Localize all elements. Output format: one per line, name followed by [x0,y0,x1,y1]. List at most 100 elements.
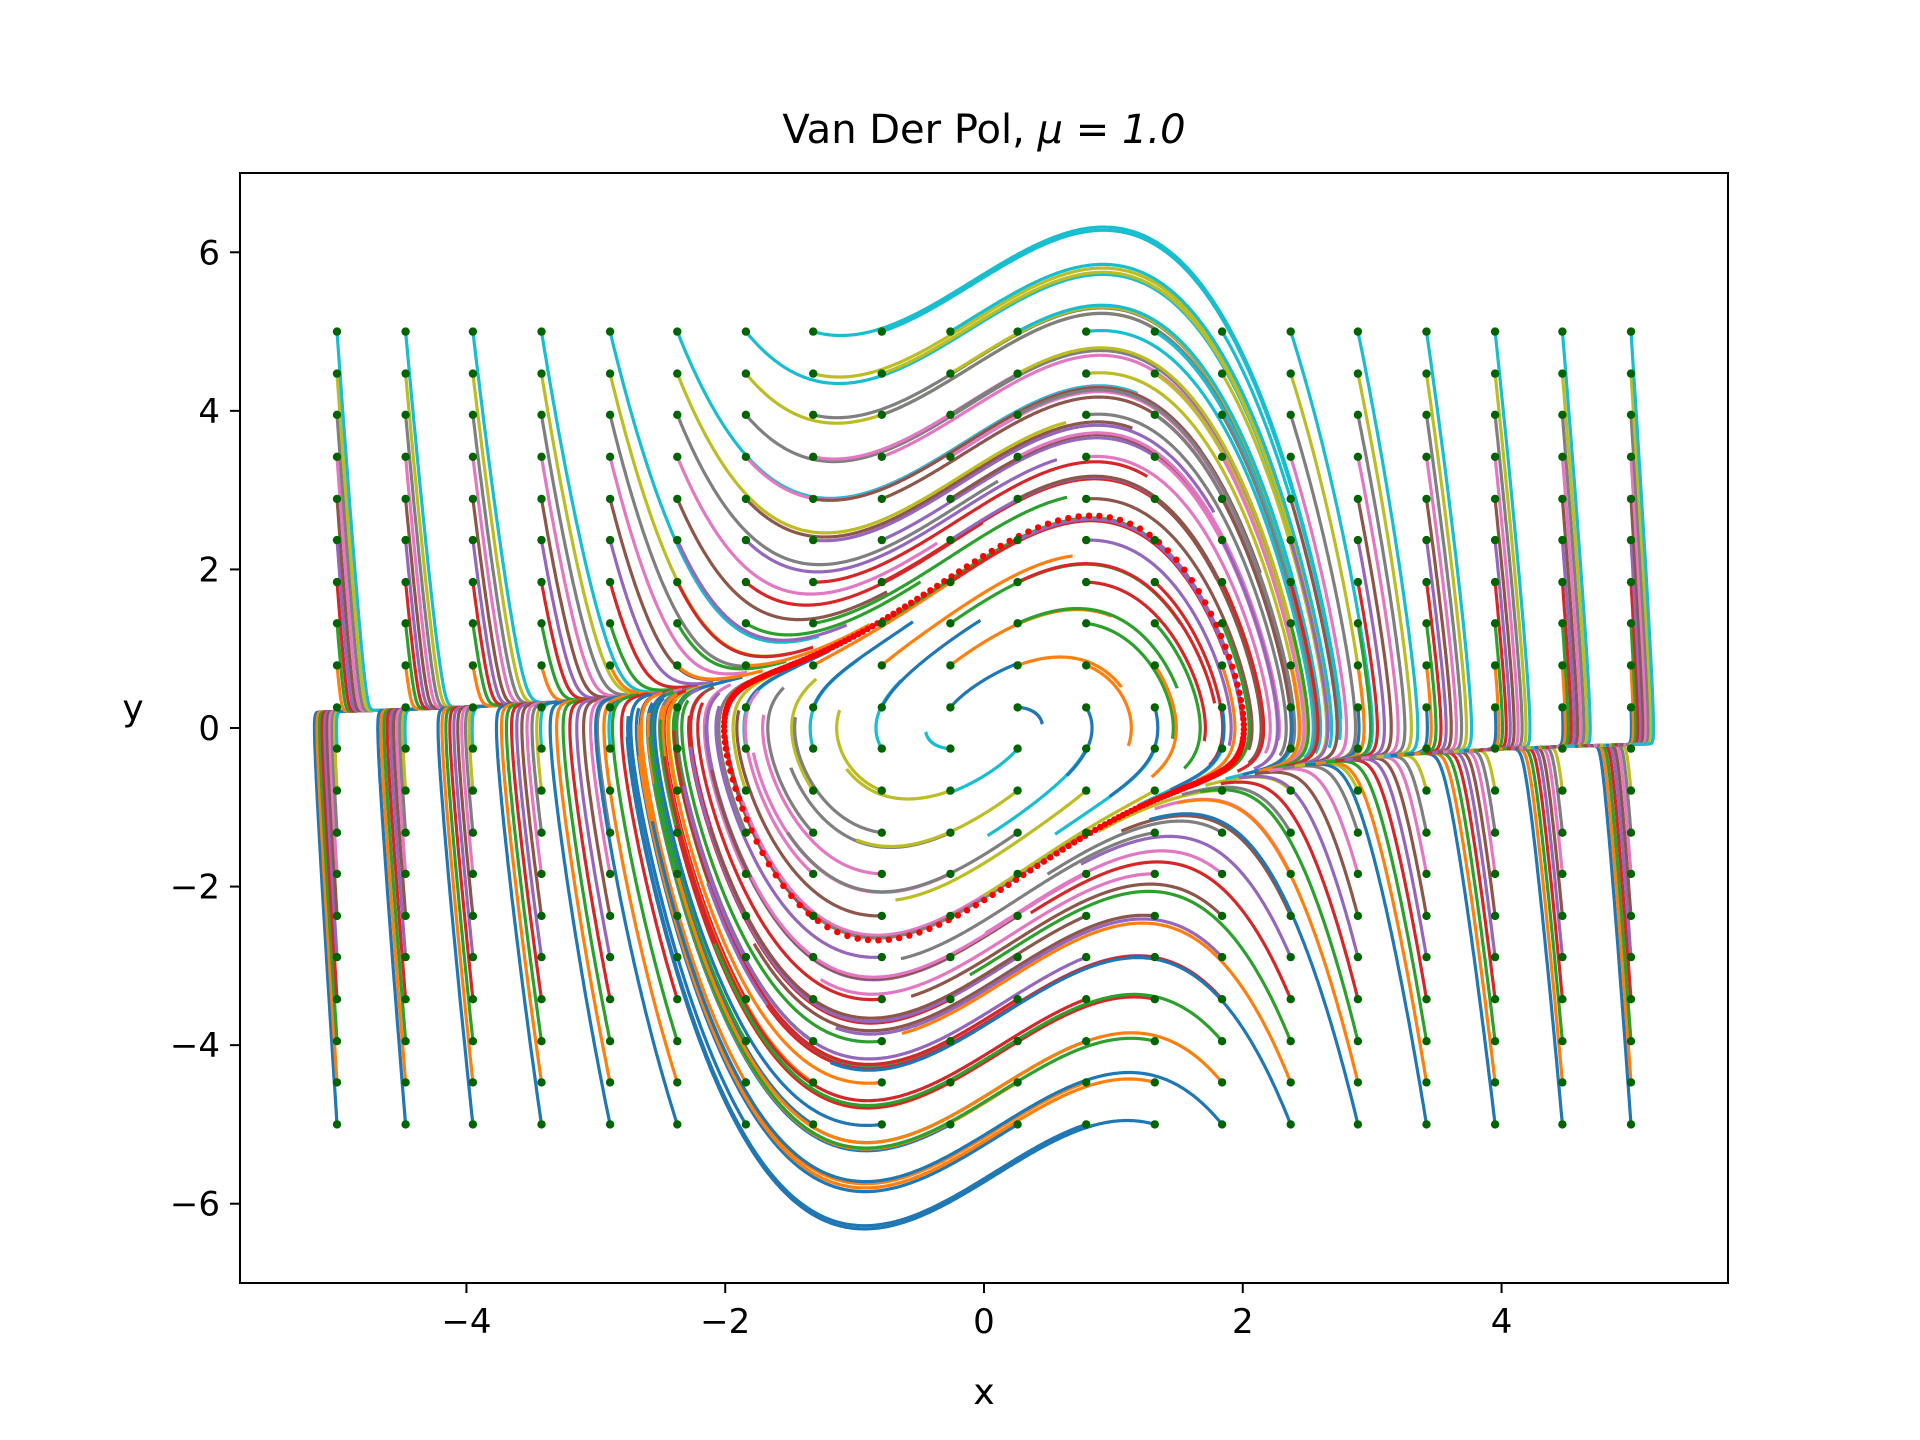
limit-cycle-point [725,759,732,767]
limit-cycle-point [1217,632,1225,640]
initial-point [332,995,342,1004]
limit-cycle-point [1202,599,1209,606]
initial-point [605,995,615,1004]
initial-point [401,369,410,378]
initial-point [1013,577,1022,587]
initial-point [332,661,342,670]
initial-point [332,703,342,712]
initial-point [1490,1037,1500,1046]
limit-cycle-point [1225,653,1233,661]
trajectory-line [949,262,1334,750]
initial-point [741,869,751,879]
initial-point [946,744,955,753]
initial-point [1150,828,1160,837]
initial-point [605,786,615,795]
limit-cycle-point [1034,862,1041,870]
initial-point [1558,369,1567,378]
initial-point [1150,952,1160,962]
trajectory-line [1629,331,1656,747]
initial-point [1626,869,1636,879]
initial-point [946,577,955,587]
initial-point [332,494,342,504]
initial-point [1490,869,1500,879]
initial-point [673,661,682,670]
limit-cycle-point [1237,696,1245,704]
limit-cycle-point [722,745,729,752]
limit-cycle-point [955,568,963,575]
trajectory-line [608,456,749,676]
initial-point [1422,327,1431,336]
initial-point [1353,327,1363,336]
limit-cycle-point [1173,556,1180,563]
initial-point [1422,786,1431,795]
trajectory-line [835,917,1224,1036]
initial-point [1286,869,1295,879]
initial-point [1286,410,1295,419]
trajectory-line [1220,581,1266,773]
initial-point [1353,535,1363,545]
limit-cycle-point [1065,842,1072,850]
initial-point [1626,410,1636,419]
initial-point [332,911,342,921]
initial-point [1082,1037,1091,1046]
trajectory-line [675,414,999,567]
trajectory-line [881,228,1342,742]
initial-point [1558,494,1567,504]
initial-point [1353,1078,1363,1087]
initial-point [1150,869,1160,879]
limit-cycle-point [1207,610,1215,617]
trajectory-line [1085,497,1254,752]
initial-point [537,619,546,628]
initial-point [1353,869,1363,879]
initial-point [1353,703,1363,712]
initial-point [877,410,886,419]
initial-point [673,327,682,336]
initial-point [1082,577,1091,587]
initial-point [741,535,751,545]
initial-point [946,1037,955,1046]
trajectory-line [629,692,748,1126]
limit-cycle-point [1085,512,1093,519]
x-tick-label: 2 [1232,1302,1254,1342]
initial-point [741,1120,751,1129]
initial-point [1013,327,1022,336]
limit-cycle-point [854,935,861,942]
initial-point [1422,619,1431,628]
trajectory-line [1150,664,1178,779]
initial-point [401,703,410,712]
initial-point [1626,619,1636,628]
trajectory-line [1333,758,1429,1000]
limit-cycle-point [1034,524,1042,531]
initial-point [673,1037,682,1046]
initial-point [1217,619,1227,628]
initial-point [877,703,886,712]
initial-point [1286,369,1295,378]
limit-cycle-point [1240,721,1248,728]
initial-point [1082,995,1091,1004]
initial-point [468,661,478,670]
initial-point [809,911,818,921]
initial-point [809,369,818,378]
trajectory-line [653,783,1156,1150]
trajectory-line [639,691,748,1084]
initial-point [1013,1120,1022,1129]
initial-point [1490,786,1500,795]
initial-point [332,1037,342,1046]
initial-point [605,452,615,461]
initial-point [1353,619,1363,628]
trajectory-line [680,699,883,1044]
initial-point [468,619,478,628]
trajectory-line [608,539,715,686]
initial-point [1082,619,1091,628]
initial-point [1082,327,1091,336]
y-tick-label: 2 [198,550,220,590]
limit-cycle-point [739,805,746,812]
initial-point [809,577,818,587]
limit-cycle-point [864,936,872,944]
initial-point [741,369,751,378]
initial-point [1626,452,1636,461]
trajectory-line [948,661,1022,709]
initial-point [741,452,751,461]
initial-point [946,869,955,879]
limit-cycle-point [780,882,787,889]
